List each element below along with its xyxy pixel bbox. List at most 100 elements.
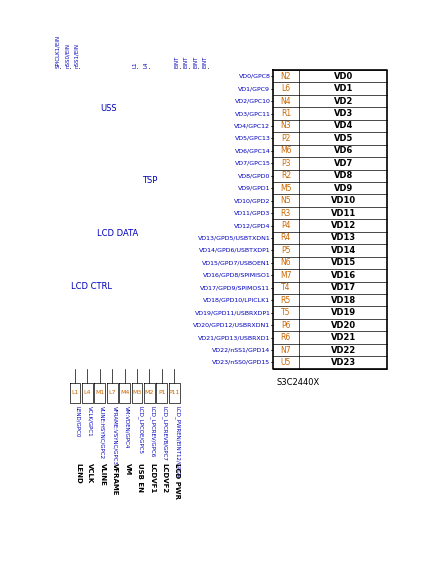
Text: VD1/GPC9: VD1/GPC9 (238, 86, 270, 91)
Text: U5: U5 (281, 358, 291, 367)
Text: M1: M1 (95, 390, 104, 396)
Text: VD11: VD11 (330, 209, 356, 218)
Text: L1: L1 (132, 62, 137, 68)
Text: VD12/GPD4: VD12/GPD4 (234, 223, 270, 228)
Text: VD23: VD23 (331, 358, 356, 367)
Text: P11: P11 (168, 390, 180, 396)
Text: VD2/GPC10: VD2/GPC10 (235, 99, 270, 104)
Text: T5: T5 (281, 308, 291, 317)
Text: VD6/GPC14: VD6/GPC14 (235, 148, 270, 153)
Text: M3: M3 (132, 390, 142, 396)
Text: VD15: VD15 (330, 258, 356, 267)
Text: L1: L1 (71, 390, 79, 396)
Text: M5: M5 (280, 184, 291, 193)
Text: S3C2440X: S3C2440X (277, 378, 320, 387)
Text: USS: USS (100, 104, 117, 113)
Text: VD4: VD4 (333, 121, 353, 131)
Text: VD2: VD2 (333, 96, 353, 105)
Text: VD23/nSS0/GPD15: VD23/nSS0/GPD15 (212, 360, 270, 365)
Text: VD0/GPC8: VD0/GPC8 (239, 74, 270, 79)
Text: VD18/GPD10/LPICLK1: VD18/GPD10/LPICLK1 (203, 298, 270, 303)
Text: R6: R6 (281, 333, 291, 342)
Text: R2: R2 (281, 171, 291, 180)
Text: LCD PWR: LCD PWR (174, 463, 180, 499)
Text: R3: R3 (281, 209, 291, 218)
Text: VD13/GPD5/USBTXDN1: VD13/GPD5/USBTXDN1 (197, 235, 270, 241)
Text: LCD CTRL: LCD CTRL (71, 282, 112, 291)
Text: VD22/nSS1/GPD14: VD22/nSS1/GPD14 (212, 348, 270, 352)
Text: P2: P2 (281, 134, 291, 143)
Text: M6: M6 (280, 146, 291, 156)
Text: P6: P6 (281, 321, 291, 329)
Text: P1: P1 (158, 390, 165, 396)
Text: TSP: TSP (142, 176, 157, 185)
Text: VD18: VD18 (331, 296, 356, 305)
Text: nSS0/EIN: nSS0/EIN (65, 43, 70, 68)
Text: EINT: EINT (193, 56, 198, 68)
Text: VD0: VD0 (333, 72, 353, 81)
Text: VD21/GPD13/USBRXD1: VD21/GPD13/USBRXD1 (198, 335, 270, 340)
Text: VD11/GPD3: VD11/GPD3 (234, 210, 270, 215)
Text: VD17/GPD9/SPIMOS11: VD17/GPD9/SPIMOS11 (200, 286, 270, 290)
Text: LCD_LPCREVB/GPC7: LCD_LPCREVB/GPC7 (162, 406, 168, 461)
Text: P3: P3 (281, 159, 291, 168)
Text: VD19/GPD11/USBRXDP1: VD19/GPD11/USBRXDP1 (194, 310, 270, 315)
Text: VD9/GPD1: VD9/GPD1 (238, 186, 270, 191)
Text: nSS1/EIN: nSS1/EIN (74, 43, 79, 68)
Text: VD16/GPD8/SPIMISO1: VD16/GPD8/SPIMISO1 (203, 273, 270, 278)
Text: VD14/GPD6/USBTXDP1: VD14/GPD6/USBTXDP1 (199, 248, 270, 253)
Text: VD8: VD8 (333, 171, 353, 180)
Text: N7: N7 (281, 345, 291, 355)
Text: R1: R1 (281, 109, 291, 118)
Text: N4: N4 (281, 96, 291, 105)
Text: VD21: VD21 (330, 333, 356, 342)
Text: M7: M7 (280, 271, 291, 280)
Text: VFRAME: VFRAME (112, 463, 118, 495)
Text: T4: T4 (281, 283, 291, 292)
Text: VLINE:HSYNC/GPC2: VLINE:HSYNC/GPC2 (100, 406, 105, 459)
Text: EINT: EINT (174, 56, 180, 68)
Text: VD15/GPD7/USBOEN1: VD15/GPD7/USBOEN1 (202, 260, 270, 266)
Text: VM: VM (125, 463, 131, 475)
Text: LCDVF2: LCDVF2 (162, 463, 168, 492)
Text: VD10/GPD2: VD10/GPD2 (234, 198, 270, 203)
Text: VD20/GPD12/USBRXDN1: VD20/GPD12/USBRXDN1 (193, 323, 270, 328)
Text: VD3/GPC11: VD3/GPC11 (235, 111, 270, 116)
Text: VD22: VD22 (330, 345, 356, 355)
Text: VM:VDEN/GPC4: VM:VDEN/GPC4 (125, 406, 129, 448)
Text: LCDVF1: LCDVF1 (149, 463, 155, 493)
Text: M2: M2 (145, 390, 154, 396)
Text: VLINE: VLINE (100, 463, 106, 486)
Text: VD16: VD16 (330, 271, 356, 280)
Text: VD3: VD3 (333, 109, 353, 118)
Text: LCD DATA: LCD DATA (97, 230, 138, 238)
Text: L4: L4 (144, 62, 149, 68)
Text: P4: P4 (281, 221, 291, 230)
Text: LCD_LPCREV/GPC6: LCD_LPCREV/GPC6 (149, 406, 155, 457)
Text: N3: N3 (281, 121, 291, 131)
Text: VD5/GPC13: VD5/GPC13 (235, 136, 270, 141)
Text: VD4/GPC12: VD4/GPC12 (234, 124, 270, 128)
Text: LEND: LEND (75, 463, 81, 483)
Text: LCD_LPCOE/GPC5: LCD_LPCOE/GPC5 (137, 406, 143, 454)
Text: R5: R5 (281, 296, 291, 305)
Text: VD6: VD6 (333, 146, 353, 156)
Text: USB EN: USB EN (137, 463, 143, 492)
Text: VFRAME:VSYNC/GPC3: VFRAME:VSYNC/GPC3 (112, 406, 117, 465)
Text: VD1: VD1 (333, 84, 353, 93)
Text: VD20: VD20 (331, 321, 356, 329)
Text: L7: L7 (109, 390, 116, 396)
Text: P5: P5 (281, 246, 291, 255)
Text: VD10: VD10 (331, 196, 356, 205)
Text: R4: R4 (281, 234, 291, 242)
Text: LEND/GPC0: LEND/GPC0 (75, 406, 80, 437)
Text: VCLK: VCLK (87, 463, 94, 483)
Text: LCD_PWREN/EINT12/GPG4: LCD_PWREN/EINT12/GPG4 (174, 406, 180, 478)
Text: VD13: VD13 (331, 234, 356, 242)
Text: L4: L4 (84, 390, 91, 396)
Text: VD17: VD17 (331, 283, 356, 292)
Text: VD9: VD9 (333, 184, 353, 193)
Text: VD7: VD7 (333, 159, 353, 168)
Text: VD7/GPC15: VD7/GPC15 (235, 161, 270, 166)
Text: N6: N6 (281, 258, 291, 267)
